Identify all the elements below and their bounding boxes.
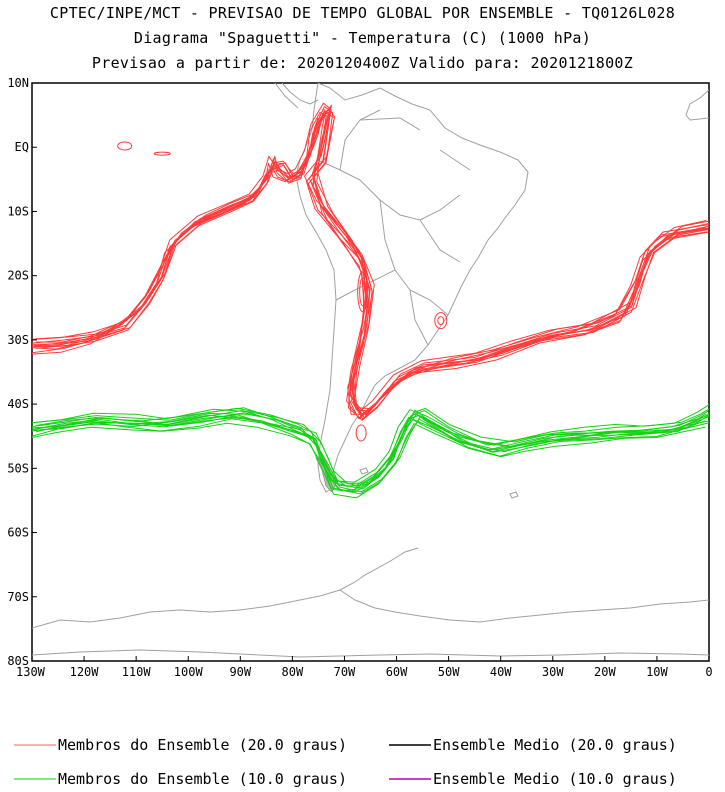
contour-member-10c: [35, 407, 709, 486]
lat-tick-label: 40S: [7, 397, 29, 411]
legend: Membros do Ensemble (20.0 graus) Ensembl…: [14, 736, 677, 788]
contour-island-20c: [153, 151, 171, 156]
coastlines: [32, 83, 709, 658]
contour-loop-20c: [434, 312, 448, 330]
central-america-coastline: [274, 83, 319, 109]
contour-member-10c: [32, 422, 706, 499]
africa-coastline: [685, 89, 709, 121]
lon-tick-label: 130W: [16, 665, 46, 679]
lat-tick-label: 20S: [7, 269, 29, 283]
lon-tick-label: 40W: [490, 665, 512, 679]
lat-tick-label: 30S: [7, 333, 29, 347]
small-islands: [359, 467, 519, 499]
lon-tick-label: 10W: [646, 665, 668, 679]
latitude-axis: 10N EQ 10S 20S 30S 40S 50S 60S 70S 80S: [7, 76, 37, 668]
contour-loop-20c: [355, 424, 367, 442]
title-line-1: CPTEC/INPE/MCT - PREVISAO DE TEMPO GLOBA…: [49, 4, 676, 22]
contour-loop-20c: [359, 277, 367, 307]
contour-member-20c: [35, 109, 709, 416]
title-line-2: Diagrama "Spaguetti" - Temperatura (C) (…: [133, 29, 592, 47]
lat-tick-label: EQ: [15, 140, 29, 154]
contour-loop-20c: [357, 271, 369, 313]
contour-loop-20c: [437, 316, 445, 326]
lon-tick-label: 30W: [542, 665, 564, 679]
title-line-3: Previsao a partir de: 2020120400Z Valido…: [91, 54, 634, 72]
contours-20c: [32, 102, 709, 442]
antarctica-coastline: [32, 547, 709, 658]
lon-tick-label: 120W: [70, 665, 100, 679]
contour-island-20c: [117, 141, 133, 151]
lon-tick-label: 50W: [438, 665, 460, 679]
lon-tick-label: 0: [705, 665, 712, 679]
legend-label-mean-10: Ensemble Medio (10.0 graus): [433, 770, 677, 788]
contour-member-10c: [35, 415, 709, 493]
contour-member-10c: [32, 414, 706, 492]
contour-member-10c: [32, 413, 707, 492]
legend-label-members-10: Membros do Ensemble (10.0 graus): [58, 770, 347, 788]
lat-tick-label: 50S: [7, 461, 29, 475]
lon-tick-label: 110W: [122, 665, 152, 679]
lon-tick-label: 60W: [386, 665, 408, 679]
south-america-coastline: [295, 83, 529, 493]
lon-tick-label: 70W: [334, 665, 356, 679]
lat-tick-label: 70S: [7, 590, 29, 604]
lon-tick-label: 90W: [229, 665, 251, 679]
longitude-axis: 130W 120W 110W 100W 90W 80W 70W 60W 50W 40W 30W 20W…: [16, 656, 713, 679]
lat-tick-label: 10N: [7, 76, 29, 90]
contour-member-10c: [32, 404, 709, 483]
contour-member-20c: [32, 102, 707, 413]
lat-tick-label: 80S: [7, 654, 29, 668]
lat-tick-label: 60S: [7, 526, 29, 540]
contour-member-10c: [32, 418, 709, 495]
legend-label-members-20: Membros do Ensemble (20.0 graus): [58, 736, 347, 754]
lat-tick-label: 10S: [7, 204, 29, 218]
map-frame: [31, 82, 710, 662]
contour-member-20c: [32, 115, 709, 421]
legend-label-mean-20: Ensemble Medio (20.0 graus): [433, 736, 677, 754]
lon-tick-label: 80W: [282, 665, 304, 679]
contours-10c: [32, 404, 709, 499]
lon-tick-label: 100W: [174, 665, 204, 679]
lon-tick-label: 20W: [594, 665, 616, 679]
